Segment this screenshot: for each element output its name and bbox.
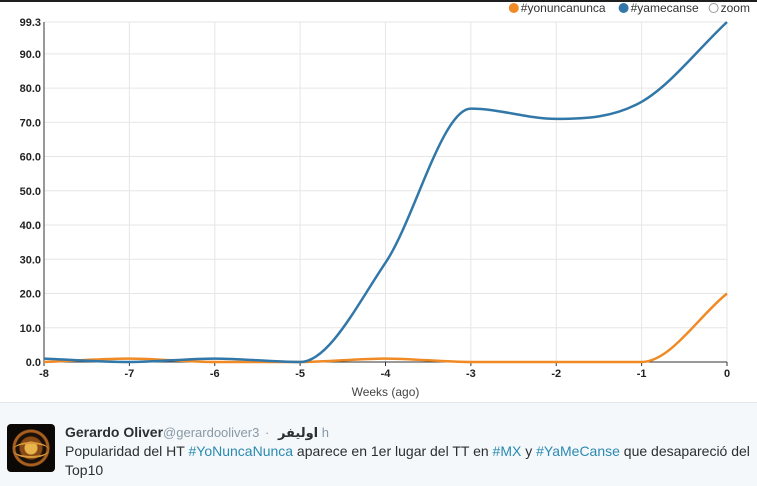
y-tick-label: 10.0 [20,323,41,335]
tweet-text-segment: que desapareció del Top10 [65,443,750,478]
x-axis-label: Weeks (ago) [352,385,420,399]
tweet-card[interactable]: Gerardo Oliver@gerardooliver اوليفر · 3 h… [0,402,757,486]
series-line-0[interactable] [43,292,728,364]
tweet-text: Popularidad del HT #YoNuncaNunca aparece… [65,442,755,480]
chart-panel: 0.0 10.0 20.0 30.0 40.0 50.0 60.0 70.0 80.0 90.0 9… [0,0,757,402]
x-tick-label: -8 [39,368,49,380]
x-tick-label: 0 [724,368,730,380]
y-tick-label: 30.0 [20,254,41,266]
x-tick-label: -2 [551,368,561,380]
tweet-header: Gerardo Oliver@gerardooliver اوليفر · 3 h [65,424,329,441]
tweet-text-segment: y [521,443,537,459]
x-tick-label: -6 [210,368,220,380]
tweet-text-segment: aparece en 1er lugar del TT en [293,443,493,459]
legend-item-label[interactable]: #yamecanse [631,1,699,15]
x-tick-label: -1 [637,368,647,380]
hashtag-link[interactable]: #YoNuncaNunca [188,443,294,459]
legend-marker[interactable] [508,3,519,13]
hashtag-link[interactable]: #YaMeCanse [536,443,620,459]
y-tick-label: 60.0 [20,152,41,164]
avatar[interactable] [7,424,55,472]
y-tick-label: 50.0 [20,186,41,198]
y-tick-label: 0.0 [26,357,41,369]
y-tick-label: 40.0 [20,220,41,232]
tweet-timestamp[interactable]: 3 h [252,425,329,440]
y-tick-label: 20.0 [20,289,41,301]
author-handle[interactable]: @gerardooliver [163,425,253,440]
y-tick-label: 80.0 [20,83,41,95]
y-tick-label: 90.0 [20,49,41,61]
x-tick-label: -7 [124,368,134,380]
legend-item-label[interactable]: zoom [721,1,750,15]
author-alt-name: اوليفر [277,425,319,440]
legend-marker[interactable] [618,3,629,13]
hashtag-link[interactable]: #MX [492,443,522,459]
x-tick-label: -4 [381,368,392,380]
legend-marker[interactable] [708,3,719,13]
tweet-text-segment: Popularidad del HT [65,443,189,459]
y-tick-label: 70.0 [20,117,41,129]
line-chart[interactable]: 0.0 10.0 20.0 30.0 40.0 50.0 60.0 70.0 80.0 90.0 9… [0,0,757,402]
series-line-1[interactable] [43,21,728,364]
author-name[interactable]: Gerardo Oliver [65,424,164,440]
x-tick-label: -3 [466,368,476,380]
separator-dot: · [264,425,270,440]
legend-item-label[interactable]: #yonuncanunca [521,1,606,15]
y-tick-label: 99.3 [20,17,41,29]
x-tick-label: -5 [295,368,305,380]
